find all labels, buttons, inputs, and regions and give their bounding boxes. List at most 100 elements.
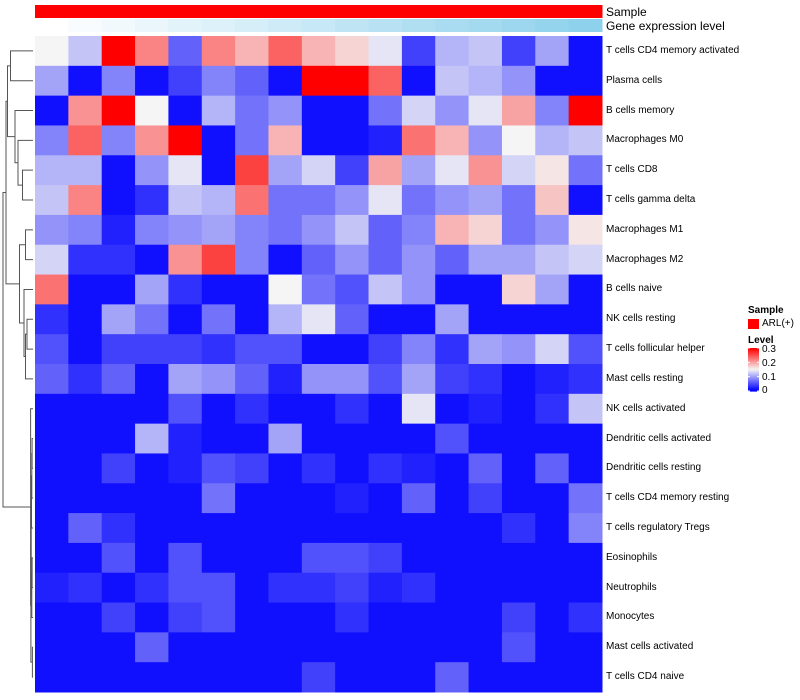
heatmap-cell	[435, 513, 470, 544]
heatmap-cell	[235, 185, 269, 216]
legend-gradient-step	[748, 384, 759, 387]
heatmap-cell	[468, 334, 503, 365]
heatmap-cell	[268, 95, 303, 126]
legend-gradient-step	[748, 373, 759, 376]
gene-expression-annotation-cell	[435, 19, 470, 32]
heatmap-cell	[135, 214, 169, 246]
heatmap-cell	[535, 393, 570, 425]
heatmap-cell	[535, 185, 570, 216]
heatmap-cell	[535, 483, 570, 514]
gene-expression-annotation-cell	[201, 19, 236, 32]
heatmap-cell	[268, 274, 303, 305]
heatmap-cell	[335, 274, 370, 305]
heatmap-cell	[301, 274, 336, 305]
heatmap-cell	[368, 36, 403, 67]
heatmap-cell	[201, 304, 236, 335]
heatmap-cell	[201, 393, 236, 425]
heatmap-cell	[368, 632, 403, 663]
heatmap-cell	[101, 453, 136, 484]
heatmap-cell	[401, 244, 436, 276]
heatmap-cell	[101, 572, 136, 604]
heatmap-cell	[268, 185, 303, 216]
legend-tick-label: 0.1	[762, 372, 776, 383]
dendrogram-branch	[26, 318, 33, 350]
heatmap-cell	[401, 662, 436, 693]
heatmap-cell	[335, 453, 370, 484]
heatmap-cell	[101, 513, 136, 544]
heatmap-cell	[568, 662, 603, 693]
heatmap-cell	[135, 602, 169, 633]
row-label: T cells CD4 memory activated	[606, 44, 740, 56]
heatmap-cell	[401, 483, 436, 514]
dendrogram-branch	[10, 50, 33, 82]
heatmap-cell	[401, 304, 436, 335]
heatmap-cell	[535, 632, 570, 663]
heatmap-cell	[268, 334, 303, 365]
legend-sample-swatch	[748, 319, 759, 329]
legend-gradient-step	[748, 386, 759, 389]
level-legend-gradient	[748, 348, 759, 392]
heatmap-cell	[101, 125, 136, 156]
heatmap-cell	[168, 423, 203, 454]
heatmap-cell	[335, 513, 370, 544]
heatmap-cell	[301, 364, 336, 395]
heatmap-cell	[168, 542, 203, 574]
heatmap-cell	[368, 453, 403, 484]
heatmap-cell	[135, 423, 169, 454]
heatmap-cell	[268, 244, 303, 276]
heatmap-cell	[335, 304, 370, 335]
heatmap-cell	[568, 65, 603, 97]
heatmap-cell	[68, 274, 103, 305]
heatmap-cell	[435, 632, 470, 663]
legend-tick-label: 0.2	[762, 358, 776, 369]
legend-gradient-step	[748, 365, 759, 367]
heatmap-cell	[68, 662, 103, 693]
heatmap-cell	[368, 572, 403, 604]
heatmap-cell	[301, 185, 336, 216]
legend-tick-label: 0	[762, 385, 768, 396]
heatmap-cell	[135, 244, 169, 276]
heatmap-cell	[35, 572, 69, 604]
heatmap-cell	[35, 185, 69, 216]
heatmap-cell	[368, 185, 403, 216]
heatmap-cell	[368, 513, 403, 544]
heatmap-cell	[201, 542, 236, 574]
heatmap-cell	[501, 662, 536, 693]
heatmap-cell	[468, 632, 503, 663]
heatmap-cell	[168, 662, 203, 693]
heatmap-cell	[268, 572, 303, 604]
heatmap-cell	[68, 95, 103, 126]
sample-annotation-cell	[201, 5, 236, 18]
heatmap-cell	[35, 214, 69, 246]
heatmap-cell	[335, 423, 370, 454]
heatmap-cell	[368, 95, 403, 126]
heatmap-cell	[235, 125, 269, 156]
gene-expression-annotation-cell	[368, 19, 403, 32]
heatmap-cell	[535, 95, 570, 126]
row-label: Plasma cells	[606, 74, 663, 86]
legend-gradient-step	[748, 381, 759, 383]
sample-annotation-cell	[135, 5, 169, 18]
heatmap-cell	[35, 662, 69, 693]
legend-gradient-step	[748, 348, 759, 350]
sample-annotation-cell	[468, 5, 503, 18]
heatmap-cell	[235, 542, 269, 574]
heatmap-cell	[68, 155, 103, 186]
heatmap-cell	[235, 244, 269, 276]
heatmap-cell	[268, 155, 303, 186]
heatmap-cell	[235, 483, 269, 514]
row-label: Monocytes	[606, 611, 655, 623]
heatmap-cell	[301, 36, 336, 67]
heatmap-cell	[301, 334, 336, 365]
heatmap-cell	[68, 65, 103, 97]
sample-annotation-cell	[35, 5, 69, 18]
heatmap-cell	[568, 364, 603, 395]
heatmap-cell	[35, 602, 69, 633]
heatmap-cell	[301, 125, 336, 156]
heatmap-cell	[501, 185, 536, 216]
sample-annotation-cell	[268, 5, 303, 18]
heatmap-cell	[168, 95, 203, 126]
heatmap-cell	[368, 65, 403, 97]
row-label: T cells follicular helper	[606, 343, 705, 355]
